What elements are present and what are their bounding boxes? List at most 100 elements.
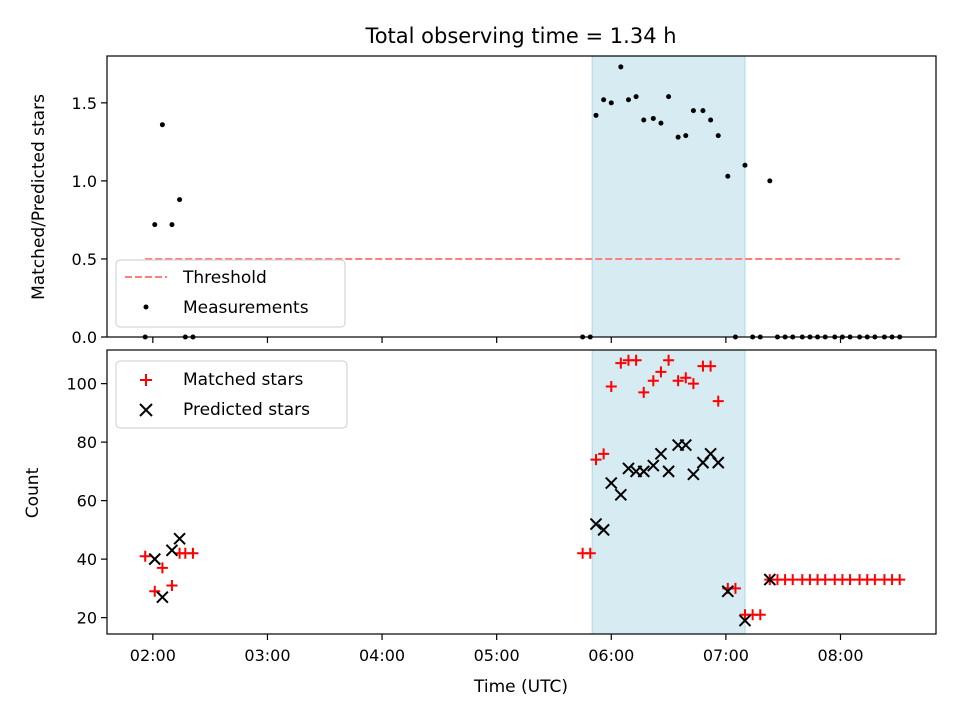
x-tick-label: 06:00 <box>588 646 634 665</box>
y-tick-label: 1.0 <box>72 172 97 191</box>
matched-star-point <box>787 574 799 586</box>
bottom-y-ticks: 20 40 60 80 100 <box>66 375 107 628</box>
measurement-point <box>715 133 721 139</box>
x-axis-label: Time (UTC) <box>473 677 568 697</box>
predicted-star-point <box>712 456 725 469</box>
bottom-legend: Matched stars Predicted stars <box>115 360 348 429</box>
predicted-star-point <box>156 590 169 604</box>
x-tick-label: 07:00 <box>703 646 749 665</box>
measurement-point <box>700 108 706 114</box>
top-x-ticks <box>152 337 842 343</box>
measurement-points <box>142 64 903 340</box>
matched-star-point <box>647 375 659 387</box>
matched-star-point <box>712 395 724 407</box>
matched-star-point <box>166 579 178 591</box>
matched-star-point <box>590 454 602 466</box>
matched-star-point <box>672 375 684 387</box>
matched-star-point <box>655 366 667 378</box>
y-tick-label: 100 <box>66 375 97 394</box>
matched-star-point <box>819 574 831 586</box>
measurement-point <box>725 173 731 179</box>
top-panel: 0.0 0.5 1.0 1.5 Matched/Predicted stars Thr… <box>29 55 937 347</box>
measurement-point <box>625 97 631 103</box>
predicted-star-point <box>687 468 700 481</box>
measurement-point <box>666 94 672 100</box>
x-tick-label: 05:00 <box>474 646 520 665</box>
observing-window-shade <box>591 55 746 338</box>
predicted-stars-legend-label: Predicted stars <box>183 400 310 420</box>
predicted-star-point <box>148 552 161 566</box>
predicted-star-point <box>614 488 628 501</box>
predicted-stars-points <box>148 438 777 627</box>
measurements-legend-label: Measurements <box>183 298 309 318</box>
matched-star-point <box>187 547 199 559</box>
x-tick-label: 03:00 <box>244 646 290 665</box>
measurement-point <box>675 134 681 140</box>
measurement-point <box>641 117 647 123</box>
matched-star-point <box>156 562 168 574</box>
measurement-point <box>159 122 165 128</box>
measurement-point <box>658 120 664 126</box>
predicted-star-point <box>738 614 752 627</box>
predicted-star-point <box>654 447 668 461</box>
predicted-star-point <box>662 465 675 478</box>
threshold-legend-label: Threshold <box>182 268 267 288</box>
predicted-star-point <box>647 459 660 472</box>
matched-star-point <box>844 574 856 586</box>
measurement-point <box>708 117 714 123</box>
matched-star-point <box>615 357 627 369</box>
x-tick-label: 08:00 <box>817 646 863 665</box>
predicted-star-point <box>679 438 692 452</box>
predicted-star-point <box>589 517 603 531</box>
matched-star-point <box>687 378 699 390</box>
predicted-star-point <box>605 476 618 490</box>
measurement-point <box>593 112 599 118</box>
matched-star-point <box>584 547 596 559</box>
top-y-axis-label: Matched/Predicted stars <box>29 94 49 300</box>
matched-stars-legend-swatch <box>140 374 152 386</box>
measurement-point <box>767 178 773 184</box>
y-tick-label: 80 <box>77 433 97 452</box>
figure-title: Total observing time = 1.34 h <box>364 24 676 48</box>
matched-star-point <box>869 574 881 586</box>
predicted-star-point <box>622 462 635 475</box>
measurement-point <box>601 97 607 103</box>
matched-star-point <box>705 360 717 372</box>
matched-star-point <box>605 381 617 393</box>
matched-star-point <box>680 372 692 384</box>
y-tick-label: 20 <box>77 609 97 628</box>
matched-star-point <box>754 609 766 621</box>
measurement-point <box>742 162 748 168</box>
measurement-point <box>690 108 696 114</box>
matched-star-point <box>663 354 675 366</box>
y-tick-label: 40 <box>77 550 97 569</box>
bottom-panel: 20 40 60 80 100 02:00 03:00 04:00 05:00 06:00 07:… <box>23 349 937 697</box>
y-tick-label: 0.0 <box>72 328 97 347</box>
measurement-point <box>683 133 689 139</box>
top-legend-box <box>115 259 346 328</box>
predicted-star-point <box>173 532 186 545</box>
y-tick-label: 1.5 <box>72 94 97 113</box>
observing-window-shade <box>591 349 746 635</box>
predicted-star-point <box>763 573 777 586</box>
predicted-stars-legend-swatch <box>139 403 153 417</box>
matched-star-point <box>598 448 610 460</box>
measurement-point <box>618 64 624 70</box>
matched-star-point <box>139 550 151 562</box>
top-legend: Threshold Measurements <box>115 259 346 328</box>
top-plot-frame <box>106 55 937 338</box>
bottom-y-axis-label: Count <box>23 467 43 518</box>
matched-stars-legend-label: Matched stars <box>183 370 303 390</box>
matched-star-point <box>149 585 161 597</box>
bottom-legend-box <box>115 360 348 429</box>
matched-star-point <box>630 354 642 366</box>
predicted-star-point <box>597 523 610 537</box>
matched-star-point <box>638 386 650 398</box>
measurements-legend-swatch <box>143 304 149 310</box>
measurement-point <box>169 222 175 228</box>
predicted-star-point <box>721 585 735 598</box>
top-y-ticks: 0.0 0.5 1.0 1.5 <box>72 94 107 347</box>
measurement-point <box>633 94 639 100</box>
